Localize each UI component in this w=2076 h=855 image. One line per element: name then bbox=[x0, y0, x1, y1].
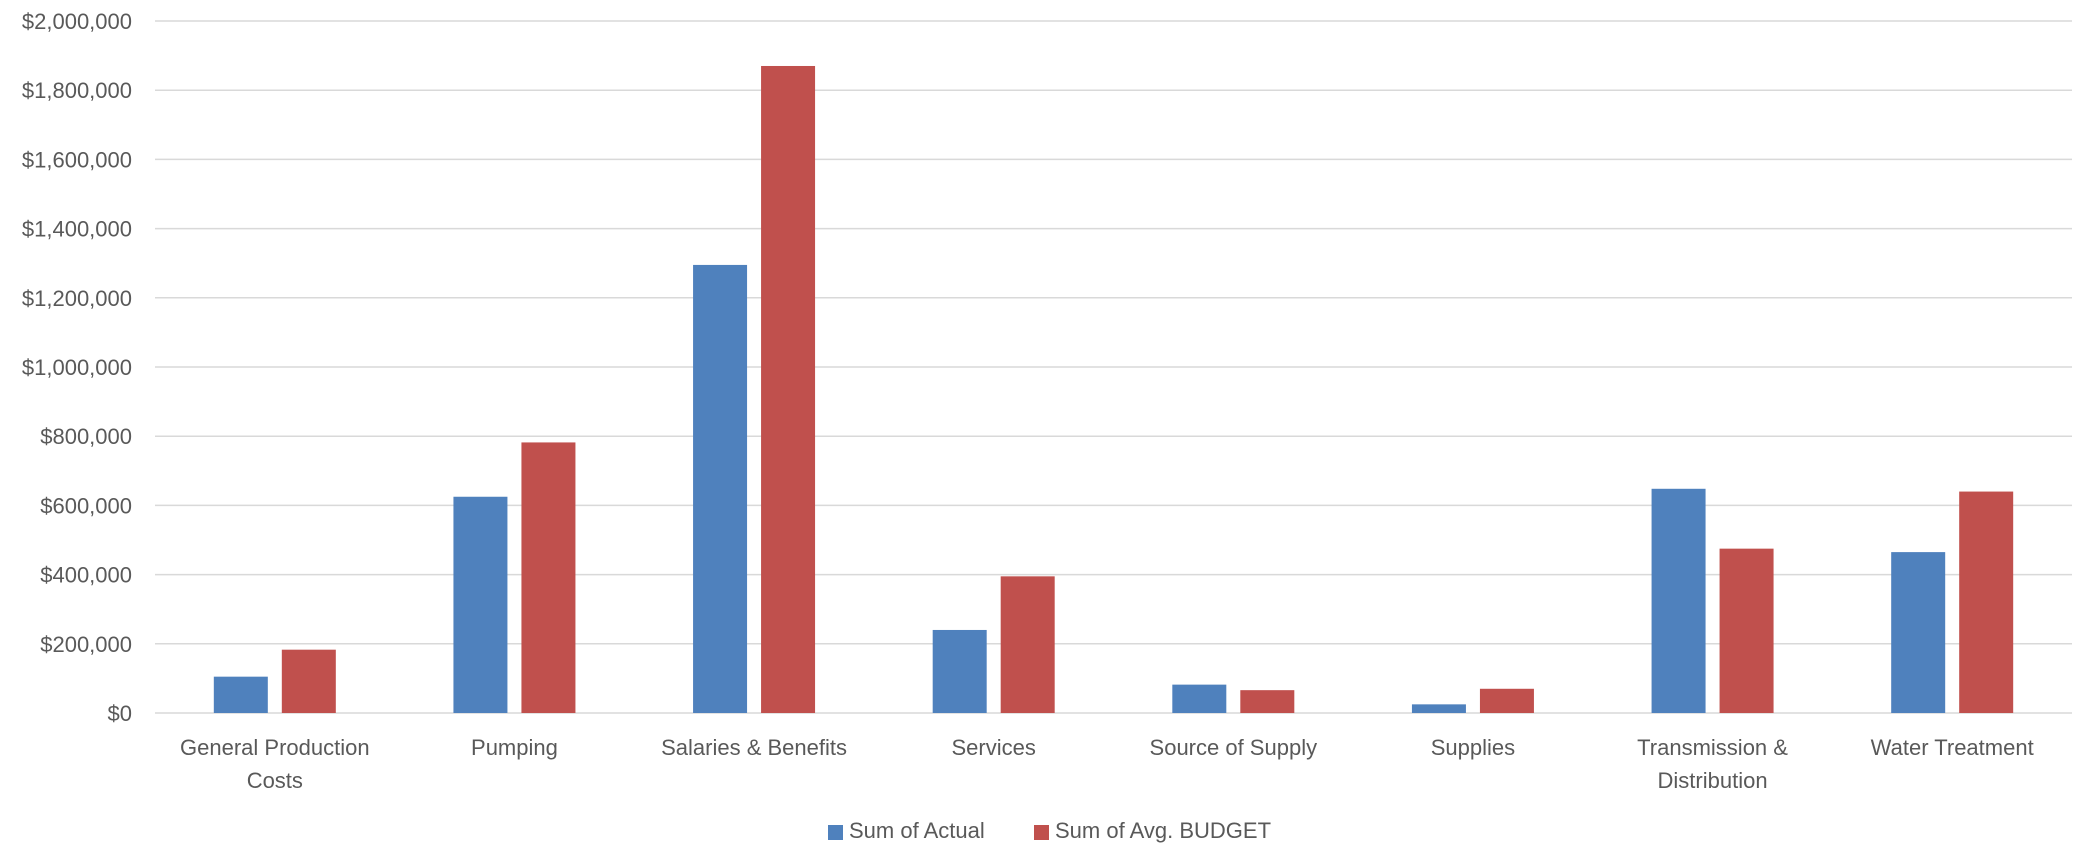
bar-budget bbox=[1479, 688, 1534, 713]
gridlines bbox=[155, 20, 2072, 714]
legend: Sum of Actual Sum of Avg. BUDGET bbox=[828, 818, 1271, 843]
x-tick-label: Water Treatment bbox=[1871, 735, 2034, 760]
x-tick-label: Distribution bbox=[1658, 768, 1768, 793]
legend-swatch bbox=[828, 825, 843, 840]
x-tick-label: Supplies bbox=[1431, 735, 1515, 760]
y-tick-label: $800,000 bbox=[40, 424, 132, 449]
y-axis-tick-labels: $0 $200,000 $400,000 $600,000 $800,000 $1,000… bbox=[22, 9, 132, 726]
bar-budget bbox=[281, 649, 336, 713]
bar-actual bbox=[1891, 552, 1946, 713]
bar-budget bbox=[1000, 576, 1055, 713]
x-tick-label: Source of Supply bbox=[1150, 735, 1318, 760]
bar-actual bbox=[453, 496, 508, 713]
y-tick-label: $1,200,000 bbox=[22, 286, 132, 311]
bar-actual bbox=[693, 264, 748, 713]
y-tick-label: $400,000 bbox=[40, 563, 132, 588]
x-tick-label: General Production bbox=[180, 735, 370, 760]
bar-budget bbox=[1719, 548, 1774, 713]
bar-budget bbox=[1240, 690, 1295, 713]
bars bbox=[213, 65, 2014, 714]
bar-actual bbox=[932, 629, 987, 713]
x-tick-label: Pumping bbox=[471, 735, 558, 760]
y-tick-label: $0 bbox=[108, 701, 132, 726]
y-tick-label: $200,000 bbox=[40, 632, 132, 657]
bar-actual bbox=[1172, 684, 1227, 713]
x-tick-label: Transmission & bbox=[1637, 735, 1788, 760]
x-tick-label: Costs bbox=[247, 768, 303, 793]
y-tick-label: $1,600,000 bbox=[22, 147, 132, 172]
bar-actual bbox=[1411, 704, 1466, 713]
y-tick-label: $1,000,000 bbox=[22, 355, 132, 380]
legend-label: Sum of Actual bbox=[849, 818, 985, 843]
bar-budget bbox=[761, 65, 816, 714]
bar-budget bbox=[521, 442, 576, 713]
bar-actual bbox=[1651, 488, 1706, 713]
x-axis-tick-labels: General Production Costs Pumping Salaries &… bbox=[180, 735, 2034, 793]
y-tick-label: $1,800,000 bbox=[22, 78, 132, 103]
bar-budget bbox=[1959, 491, 2014, 713]
legend-label: Sum of Avg. BUDGET bbox=[1055, 818, 1271, 843]
x-tick-label: Services bbox=[952, 735, 1036, 760]
legend-swatch bbox=[1034, 825, 1049, 840]
y-tick-label: $2,000,000 bbox=[22, 9, 132, 34]
y-tick-label: $1,400,000 bbox=[22, 217, 132, 242]
x-tick-label: Salaries & Benefits bbox=[661, 735, 847, 760]
bar-actual bbox=[213, 676, 268, 713]
y-tick-label: $600,000 bbox=[40, 493, 132, 518]
